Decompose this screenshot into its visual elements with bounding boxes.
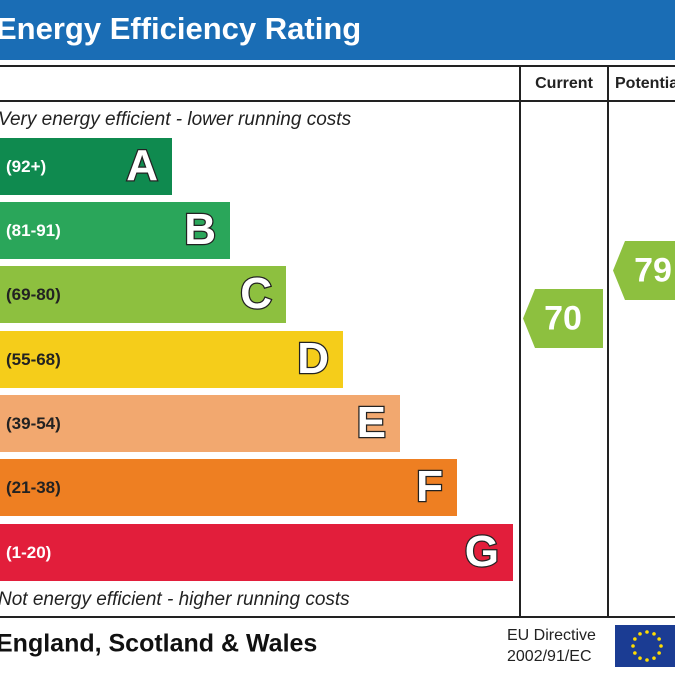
eu-flag (615, 625, 675, 667)
band-bar (0, 266, 286, 323)
column-header: Current (535, 75, 593, 92)
band-letter: G (465, 527, 499, 576)
eu-star (645, 630, 649, 634)
band-range: (1-20) (6, 543, 51, 562)
eu-star (645, 658, 649, 662)
eu-star (638, 632, 642, 636)
region: England, Scotland & Wales (0, 630, 317, 658)
band-letter: A (126, 141, 158, 190)
rating-arrow (613, 241, 675, 300)
band-bar (0, 395, 400, 452)
title-band (0, 0, 675, 60)
eu-star (659, 644, 663, 648)
band-letter: C (240, 269, 272, 318)
directive: 2002/91/EC (507, 648, 592, 665)
rating-value: 79 (634, 251, 672, 289)
rating-value: 70 (544, 299, 582, 337)
band-range: (55-68) (6, 350, 61, 369)
eu-star (631, 644, 635, 648)
band-bar (0, 331, 343, 388)
rating-arrow (523, 289, 603, 348)
bottom-note: Not energy efficient - higher running co… (0, 589, 350, 610)
eu-star (638, 656, 642, 660)
band-letter: B (184, 205, 216, 254)
directive: EU Directive (507, 627, 596, 644)
band-range: (39-54) (6, 414, 61, 433)
band-range: (69-80) (6, 285, 61, 304)
band-letter: E (357, 398, 386, 447)
eu-stars (631, 630, 663, 662)
band-range: (92+) (6, 157, 46, 176)
column-header: Potential (615, 75, 675, 92)
eu-star (657, 651, 661, 655)
band-letter: D (297, 334, 329, 383)
band-bar (0, 524, 513, 581)
top-note: Very energy efficient - lower running co… (0, 109, 352, 130)
frame (0, 65, 675, 618)
band-range: (81-91) (6, 221, 61, 240)
eu-star (652, 656, 656, 660)
eu-star (657, 637, 661, 641)
band-bar (0, 459, 457, 516)
title: Energy Efficiency Rating (0, 11, 361, 46)
band-bar (0, 138, 172, 195)
eu-star (652, 632, 656, 636)
band-letter: F (416, 462, 443, 511)
eu-star (633, 651, 637, 655)
band-bar (0, 202, 230, 259)
eu-star (633, 637, 637, 641)
band-range: (21-38) (6, 478, 61, 497)
